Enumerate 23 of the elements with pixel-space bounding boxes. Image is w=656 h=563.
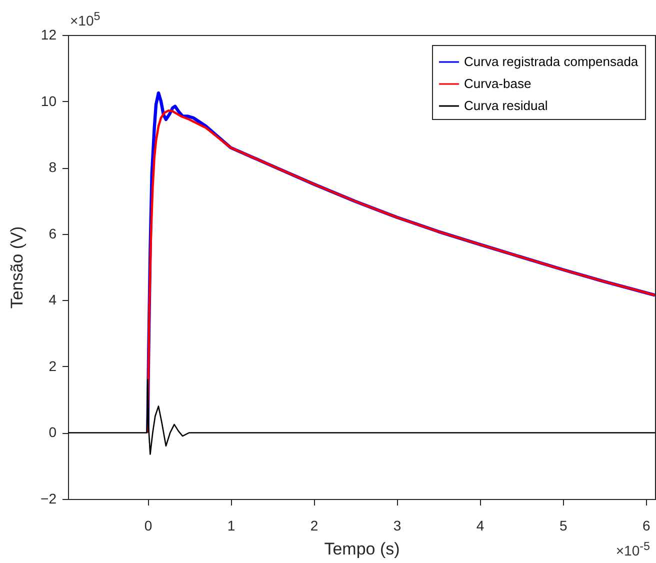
x-tick-label: 4 xyxy=(476,518,484,534)
legend-label: Curva registrada compensada xyxy=(464,54,639,69)
y-tick-label: −2 xyxy=(40,490,57,506)
line-series xyxy=(68,379,655,455)
text: ×10$^{5}$ xyxy=(70,10,100,29)
x-tick-label: 0 xyxy=(144,518,152,534)
x-tick-label: 3 xyxy=(393,518,402,534)
text: ×10$^{-5}$ xyxy=(616,540,650,559)
legend-label: Curva-base xyxy=(464,76,532,91)
y-axis-title: Tensão (V) xyxy=(8,226,27,309)
y-tick-label: 4 xyxy=(48,292,57,308)
x-tick-label: 5 xyxy=(559,518,568,534)
x-tick-label: 1 xyxy=(227,518,236,534)
y-tick-label: 12 xyxy=(40,26,57,42)
legend-label: Curva residual xyxy=(464,98,548,113)
y-tick-label: 8 xyxy=(48,159,57,176)
y-tick-label: 0 xyxy=(48,424,57,440)
y-tick-label: 6 xyxy=(48,225,57,242)
x-tick-label: 6 xyxy=(642,518,650,534)
x-axis-title: Tempo (s) xyxy=(324,540,400,558)
y-tick-label: 2 xyxy=(48,358,57,374)
x-tick-label: 2 xyxy=(310,518,318,534)
y-tick-label: 10 xyxy=(40,92,57,109)
